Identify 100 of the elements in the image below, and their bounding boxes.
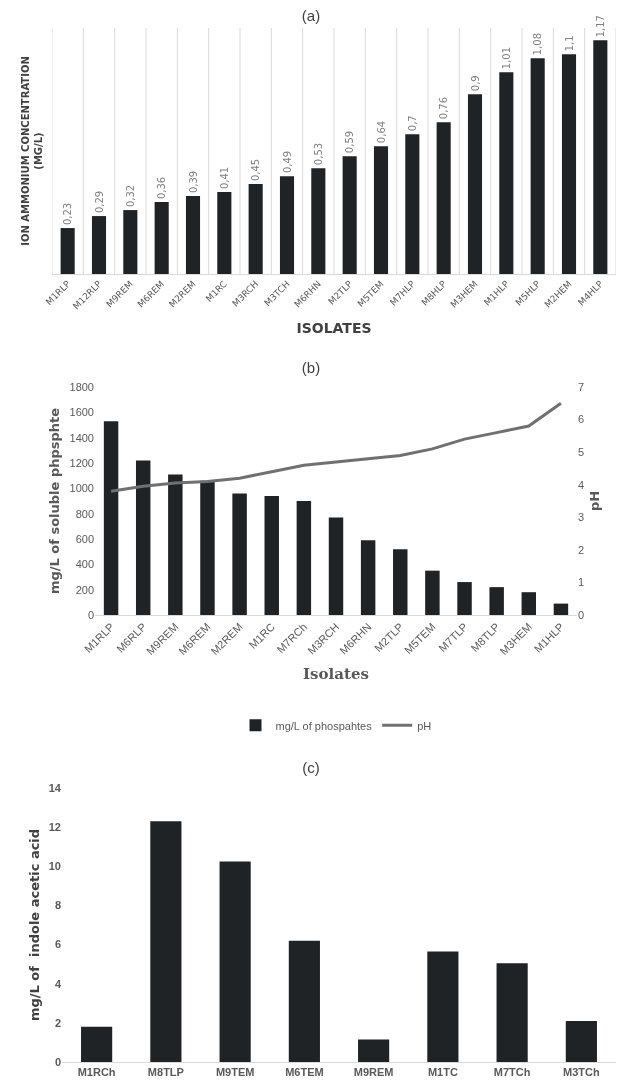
bar: [311, 168, 326, 274]
x-tick-label: M3TCh: [563, 1066, 600, 1079]
data-label: 0,64: [375, 120, 387, 144]
data-label: 0,32: [124, 184, 136, 208]
y-axis-title: mg/L of indole acetic acid: [26, 828, 42, 1022]
bar: [185, 196, 201, 274]
x-axis-title: ISOLATES: [296, 319, 372, 336]
bar: [342, 156, 357, 274]
data-label: 1,1: [563, 35, 575, 52]
bar: [530, 58, 545, 274]
x-tick-label: M1TC: [427, 1066, 458, 1079]
bar: [553, 603, 569, 615]
bar: [489, 587, 504, 615]
bar: [457, 582, 472, 615]
bar: [561, 54, 577, 274]
y-tick-label: 1800: [69, 380, 94, 393]
y-tick-label: 600: [75, 532, 94, 545]
bar: [393, 549, 408, 615]
data-label: 0,53: [312, 142, 324, 166]
y-tick-label: 400: [75, 558, 94, 571]
x-tick-label: M9TEM: [215, 1066, 255, 1079]
bar: [91, 216, 107, 274]
data-label: 0,49: [281, 150, 293, 174]
bar: [232, 493, 247, 615]
bar: [360, 540, 376, 615]
bar: [217, 192, 232, 274]
chart-title: (c): [302, 758, 320, 776]
data-label: 0,59: [344, 130, 356, 154]
bar: [565, 1020, 597, 1062]
bar: [467, 94, 483, 274]
y-tick-label: 1400: [69, 431, 94, 444]
chart-title: (b): [301, 358, 321, 376]
data-label: 0,7: [406, 115, 418, 132]
bar: [103, 421, 119, 615]
y-tick-label: 1000: [69, 482, 94, 495]
data-label: 0,45: [250, 158, 262, 182]
data-label: 1,01: [500, 46, 512, 70]
data-label: 0,36: [156, 176, 168, 200]
bar: [593, 40, 608, 274]
bar: [499, 72, 514, 274]
y-tick-label: 1600: [69, 406, 94, 419]
y-tick-label: 12: [48, 820, 61, 833]
bar: [288, 940, 320, 1062]
y-tick-label: 0: [54, 1055, 61, 1068]
bar: [425, 570, 440, 615]
chart-title: (a): [301, 6, 321, 24]
data-label: 1,17: [594, 15, 606, 38]
bar: [328, 517, 344, 615]
x-tick-label: M6TEM: [285, 1066, 324, 1079]
legend-label: pH: [417, 719, 432, 732]
bar: [168, 474, 183, 615]
x-tick-label: M7TCh: [493, 1066, 531, 1079]
bar: [200, 480, 215, 615]
bar: [405, 134, 420, 274]
x-axis-title: Isolates: [303, 665, 369, 684]
data-label: 0,76: [438, 96, 450, 120]
data-label: 1,08: [532, 33, 544, 56]
data-label: 0,29: [93, 190, 105, 214]
bar: [279, 176, 295, 274]
y-tick-label: 800: [75, 507, 94, 520]
bar: [521, 592, 537, 615]
y-tick-label: 0: [87, 608, 94, 621]
y2-tick-label: 2: [578, 543, 585, 556]
y2-tick-label: 3: [578, 511, 585, 524]
x-tick-label: M9REM: [353, 1066, 394, 1079]
y-tick-label: 14: [48, 781, 62, 794]
data-label: 0,41: [218, 166, 230, 190]
y-tick-label: 6: [54, 938, 61, 951]
y2-tick-label: 5: [578, 445, 585, 458]
bar: [81, 1026, 113, 1062]
y-tick-label: 1200: [69, 456, 94, 469]
y2-tick-label: 4: [578, 478, 585, 491]
y2-tick-label: 7: [578, 380, 585, 393]
x-tick-label: M8TLP: [147, 1066, 184, 1079]
y-tick-label: 10: [48, 860, 61, 873]
y2-tick-label: 1: [578, 576, 585, 589]
y2-tick-label: 6: [578, 413, 585, 426]
y-tick-label: 4: [54, 977, 62, 990]
bar: [496, 963, 528, 1062]
data-label: 0,23: [62, 202, 74, 226]
y-tick-label: 8: [54, 899, 61, 912]
bar: [436, 122, 451, 274]
bar: [219, 861, 251, 1062]
y-axis-title: mg/L of soluble phpsphte: [47, 407, 63, 595]
y2-tick-label: 0: [578, 608, 585, 621]
bar: [150, 821, 182, 1062]
bar: [154, 202, 169, 274]
bar: [427, 951, 459, 1062]
bar: [296, 501, 312, 615]
data-label: 0,9: [469, 75, 481, 92]
bar: [358, 1039, 390, 1062]
bar: [248, 184, 263, 274]
legend-label: mg/L of phospahtes: [275, 719, 373, 732]
y-axis-title: ION AMMONIUM CONCENTRATION (MG/L): [20, 56, 44, 246]
x-tick-label: M1RCh: [77, 1066, 116, 1079]
bar: [135, 460, 151, 615]
bar: [373, 146, 389, 274]
line-series: [109, 401, 563, 493]
y-tick-label: 2: [54, 1016, 61, 1029]
bar: [264, 495, 279, 615]
